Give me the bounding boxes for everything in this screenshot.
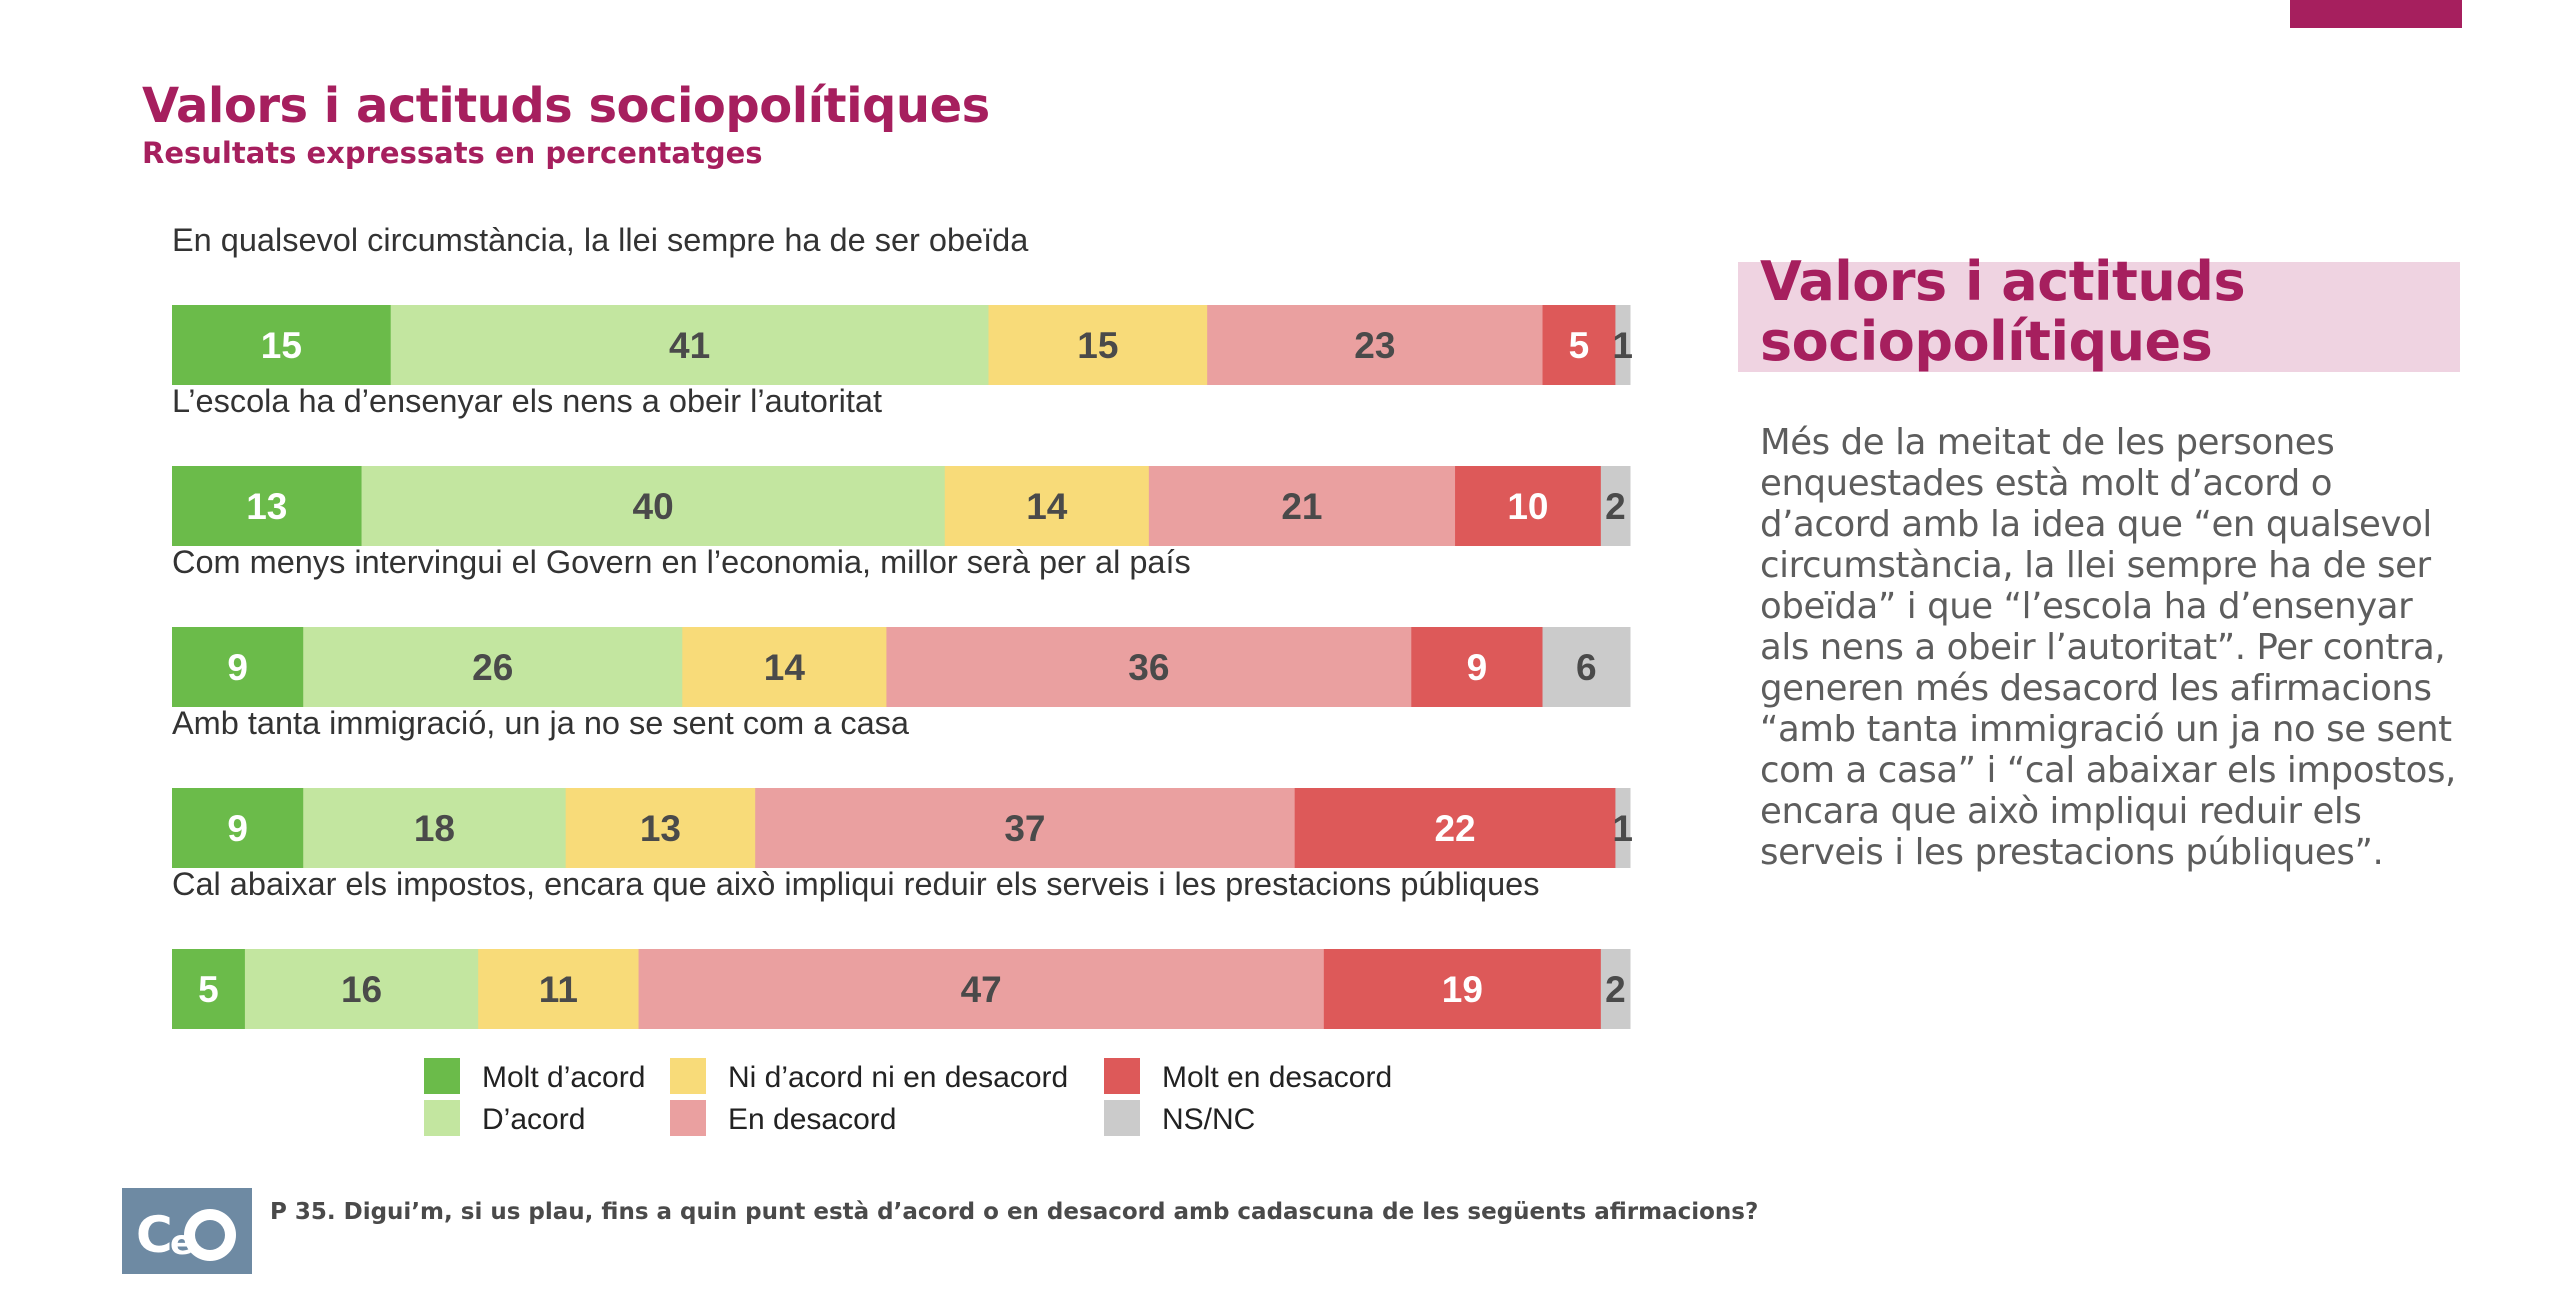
category-label: Com menys intervingui el Govern en l’eco…	[172, 544, 1191, 580]
data-label: 26	[472, 647, 513, 688]
data-label: 5	[1569, 325, 1590, 366]
svg-text:C: C	[136, 1206, 173, 1264]
bar-segment	[303, 788, 567, 868]
sidebar-title: Valors i actituds sociopolítiques	[1760, 250, 2246, 373]
data-label: 9	[1467, 647, 1488, 688]
legend-swatch	[1104, 1100, 1140, 1136]
data-label: 9	[227, 647, 248, 688]
bar-segment	[638, 949, 1325, 1029]
legend-label: En desacord	[728, 1103, 896, 1136]
bar-segment	[682, 627, 887, 707]
data-label: 21	[1281, 486, 1322, 527]
data-label: 11	[539, 969, 578, 1010]
bar-segment	[172, 305, 392, 385]
survey-question-note: P 35. Digui’m, si us plau, fins a quin p…	[270, 1199, 1759, 1225]
legend-swatch	[1104, 1058, 1140, 1094]
bar-segment	[1600, 949, 1631, 1029]
legend-label: Molt en desacord	[1162, 1061, 1392, 1094]
bar-segment	[886, 627, 1412, 707]
legend-label: Molt d’acord	[482, 1061, 645, 1094]
bar-segment	[1542, 305, 1616, 385]
data-label: 16	[341, 969, 382, 1010]
bar-segment	[565, 788, 756, 868]
category-label: L’escola ha d’ensenyar els nens a obeir …	[172, 383, 882, 419]
ceo-logo-mark: C e	[136, 1206, 236, 1264]
bar-segment	[1323, 949, 1602, 1029]
data-label: 41	[669, 325, 710, 366]
data-label: 9	[227, 808, 248, 849]
data-label: 13	[640, 808, 681, 849]
ceo-logo: C e	[122, 1188, 252, 1274]
bar-segment	[390, 305, 989, 385]
legend-swatch	[424, 1100, 460, 1136]
page-title: Valors i actituds sociopolítiques	[142, 78, 990, 134]
data-label: 37	[1004, 808, 1045, 849]
sidebar-title-highlight	[1738, 262, 2460, 372]
data-label: 18	[414, 808, 455, 849]
bar-segment	[244, 949, 479, 1029]
category-label: En qualsevol circumstància, la llei semp…	[172, 222, 1029, 258]
bar-segment	[172, 788, 304, 868]
data-label: 23	[1354, 325, 1395, 366]
bar-segment	[1207, 305, 1544, 385]
legend-swatch	[670, 1058, 706, 1094]
page-subtitle: Resultats expressats en percentatges	[142, 136, 763, 170]
bar-segment	[1615, 305, 1631, 385]
data-label: 5	[198, 969, 219, 1010]
bar-segment	[172, 466, 363, 546]
bar-segment	[1294, 788, 1616, 868]
category-label: Cal abaixar els impostos, encara que aix…	[172, 866, 1539, 902]
data-label: 10	[1507, 486, 1548, 527]
top-accent-bar	[2290, 0, 2462, 28]
bar-segment	[478, 949, 640, 1029]
bar-segment	[303, 627, 683, 707]
data-label: 2	[1605, 486, 1626, 527]
bar-segment	[755, 788, 1296, 868]
data-label: 22	[1434, 808, 1475, 849]
svg-text:e: e	[170, 1223, 193, 1263]
legend-label: NS/NC	[1162, 1103, 1255, 1136]
data-label: 40	[633, 486, 674, 527]
bar-segment	[1615, 788, 1631, 868]
data-label: 36	[1128, 647, 1169, 688]
bar-segment	[361, 466, 946, 546]
data-label: 19	[1442, 969, 1483, 1010]
data-label: 15	[261, 325, 302, 366]
legend-label: Ni d’acord ni en desacord	[728, 1061, 1068, 1094]
bar-segment	[172, 627, 304, 707]
data-label: 47	[961, 969, 1002, 1010]
data-label: 2	[1605, 969, 1626, 1010]
legend-swatch	[424, 1058, 460, 1094]
bar-segment	[1411, 627, 1544, 707]
data-label: 15	[1077, 325, 1118, 366]
bar-segment	[172, 949, 246, 1029]
legend-swatch	[670, 1100, 706, 1136]
bar-segment	[1455, 466, 1602, 546]
data-label: 14	[1026, 486, 1068, 527]
bar-segment	[988, 305, 1208, 385]
data-label: 6	[1576, 647, 1597, 688]
bar-segment	[1148, 466, 1456, 546]
bar-segment	[1600, 466, 1631, 546]
data-label: 1	[1612, 808, 1633, 849]
data-label: 14	[764, 647, 806, 688]
sidebar-body: Més de la meitat de les persones enquest…	[1760, 422, 2456, 873]
category-label: Amb tanta immigració, un ja no se sent c…	[172, 705, 910, 741]
legend-label: D’acord	[482, 1103, 585, 1136]
data-label: 13	[246, 486, 287, 527]
data-label: 1	[1612, 325, 1633, 366]
bar-segment	[944, 466, 1150, 546]
bar-segment	[1542, 627, 1631, 707]
